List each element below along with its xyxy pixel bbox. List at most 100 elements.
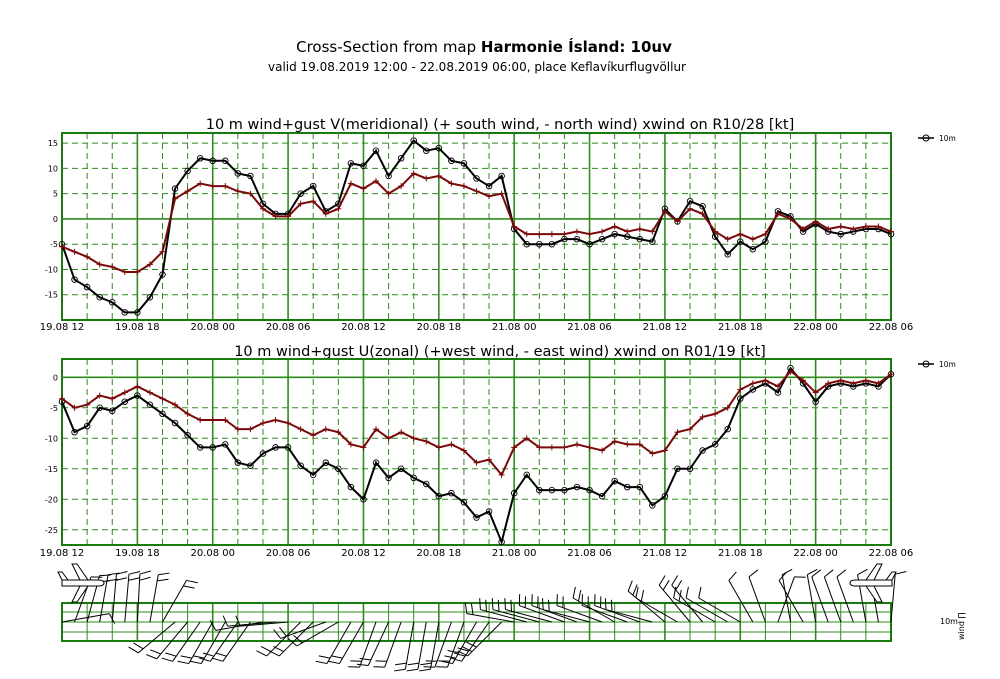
barb-feather	[450, 657, 462, 662]
data-point	[134, 309, 141, 316]
data-point	[222, 441, 229, 448]
chart-panel-0: 10 m wind+gust V(meridional) (+ south wi…	[40, 117, 956, 333]
barb-feather	[215, 652, 227, 657]
barb-feather	[671, 575, 679, 586]
barb-feather	[675, 580, 683, 591]
barb-feather	[419, 668, 431, 672]
wind-barb	[356, 621, 390, 666]
barb-feather	[470, 603, 474, 615]
data-point	[599, 228, 606, 235]
barb-feather	[464, 602, 468, 614]
data-point	[598, 235, 606, 243]
x-tick-label: 21.08 12	[643, 322, 688, 333]
barb-shaft	[417, 621, 427, 670]
data-point	[573, 483, 581, 491]
data-point	[498, 471, 505, 478]
data-point	[297, 190, 304, 197]
barb-shaft	[188, 621, 214, 664]
wind-barb-panel: 10m wind ∏	[61, 568, 966, 672]
y-tick-label: -10	[45, 265, 58, 274]
barb-feather	[328, 660, 340, 665]
data-point	[485, 182, 493, 190]
data-point	[385, 190, 392, 197]
y-tick-label: 15	[48, 139, 58, 148]
data-point	[636, 226, 643, 233]
barb-feather	[139, 570, 151, 575]
barb-feather	[678, 589, 682, 602]
barb-shaft	[222, 621, 251, 662]
barb-feather	[895, 571, 907, 575]
y-tick-label: -5	[50, 404, 58, 413]
data-point	[423, 438, 430, 445]
data-point	[347, 180, 354, 187]
data-point	[687, 426, 694, 433]
wind-barb	[394, 621, 415, 672]
data-point	[586, 231, 593, 238]
title-prefix: Cross-Section from map	[296, 38, 477, 56]
data-point	[498, 172, 505, 180]
wind-barb	[128, 621, 176, 654]
data-point	[410, 474, 417, 482]
wind-barb	[518, 594, 565, 623]
legend-label: 10m	[939, 134, 956, 143]
barb-shaft	[748, 576, 766, 623]
data-point	[285, 213, 292, 220]
barb-feather	[635, 586, 639, 599]
data-point	[159, 395, 166, 402]
wind-barb	[673, 586, 716, 623]
wind-barb	[162, 579, 198, 623]
airplane-icon	[849, 563, 897, 603]
data-point	[687, 205, 694, 212]
wind-barb	[199, 621, 239, 662]
data-point	[247, 190, 254, 197]
data-point	[397, 465, 405, 473]
data-point	[197, 180, 204, 187]
data-point	[837, 223, 844, 230]
airplane-wing-top	[865, 563, 883, 581]
data-point	[222, 416, 229, 423]
data-point	[473, 175, 480, 182]
data-point	[737, 386, 744, 393]
barb-feather	[627, 580, 633, 592]
data-point	[234, 188, 241, 195]
barb-feather	[279, 627, 287, 637]
y-tick-label: 0	[53, 373, 58, 382]
wind-barb	[406, 621, 427, 672]
barb-shaft	[658, 584, 691, 623]
data-point	[234, 170, 242, 177]
data-point	[573, 235, 581, 243]
data-point	[398, 183, 405, 190]
data-point	[888, 371, 894, 378]
data-point	[699, 413, 706, 420]
data-point	[536, 444, 543, 451]
barb-feather	[604, 598, 607, 610]
data-point	[96, 392, 103, 399]
wind-barb	[541, 598, 590, 623]
y-tick-label: -25	[45, 526, 58, 535]
data-point	[209, 157, 216, 165]
barb-feather	[273, 629, 282, 639]
legend-marker	[922, 134, 930, 142]
data-point	[800, 226, 807, 233]
barb-shaft	[447, 621, 465, 668]
data-point	[410, 137, 417, 144]
data-point	[812, 218, 819, 225]
barb-shaft	[240, 621, 289, 627]
data-point	[712, 228, 719, 235]
x-tick-label: 21.08 12	[643, 548, 688, 559]
barb-feather	[504, 598, 506, 610]
data-point	[624, 441, 631, 448]
data-point	[172, 195, 179, 202]
x-tick-label: 21.08 00	[492, 548, 537, 559]
barb-feather	[145, 654, 157, 660]
y-tick-label: 5	[53, 190, 58, 199]
x-tick-label: 22.08 00	[793, 548, 838, 559]
barb-feather	[116, 571, 128, 575]
wind-barb	[211, 621, 251, 662]
data-point	[423, 480, 430, 488]
data-point	[561, 231, 568, 238]
barb-feather	[183, 585, 195, 589]
data-point	[134, 268, 141, 275]
barb-feather	[811, 569, 822, 578]
